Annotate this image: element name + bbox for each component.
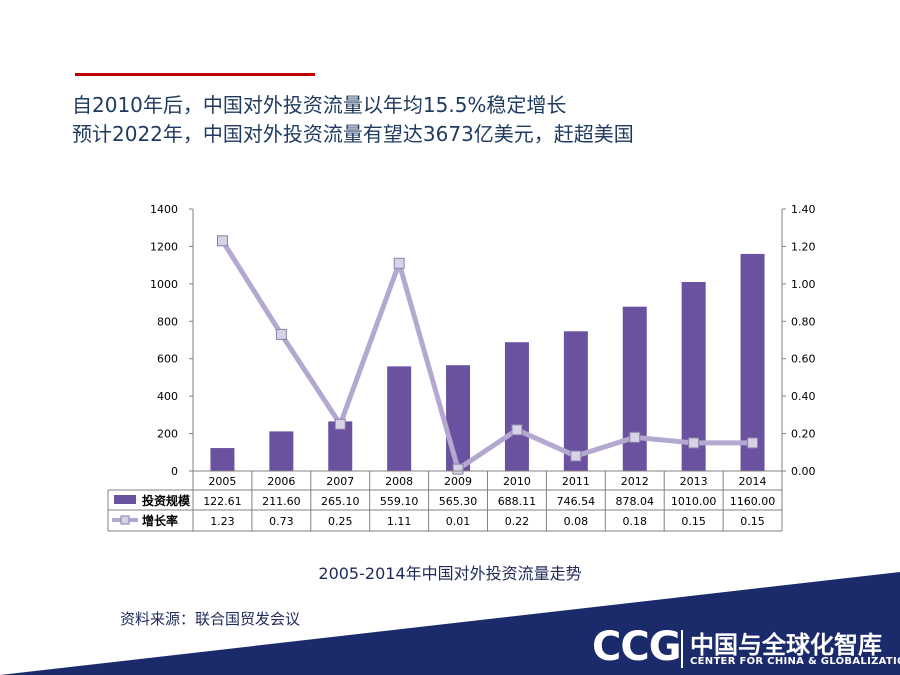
x-tick-label: 2006 <box>267 475 295 488</box>
growth-value-label: 1.23 <box>210 515 235 528</box>
x-tick-label: 2008 <box>385 475 413 488</box>
x-tick-label: 2011 <box>562 475 590 488</box>
x-tick-label: 2013 <box>680 475 708 488</box>
headline-line-2: 预计2022年，中国对外投资流量有望达3673亿美元，赶超美国 <box>72 122 634 146</box>
y-left-tick-label: 1000 <box>150 278 178 291</box>
growth-point-2005 <box>216 235 228 247</box>
bar-2011 <box>563 331 588 471</box>
legend-label-line: 增长率 <box>142 513 178 528</box>
growth-point-2008 <box>393 257 405 269</box>
bar-value-label: 1160.00 <box>730 495 776 508</box>
banner-shape <box>0 572 900 675</box>
y-right-tick-label: 0.40 <box>791 390 816 403</box>
ccg-logo-mark: CCG <box>592 624 682 670</box>
bar-value-label: 878.04 <box>616 495 655 508</box>
x-tick-label: 2007 <box>326 475 354 488</box>
growth-value-label: 0.73 <box>269 515 294 528</box>
y-left-tick-label: 200 <box>157 428 178 441</box>
logo-chinese-name: 中国与全球化智库 <box>690 631 882 659</box>
growth-value-label: 0.08 <box>564 515 589 528</box>
bar-value-label: 688.11 <box>498 495 537 508</box>
growth-point-2012 <box>629 431 641 443</box>
growth-point-2013 <box>688 437 700 449</box>
bar-value-label: 211.60 <box>262 495 301 508</box>
bar-2006 <box>269 431 294 471</box>
y-left-tick-label: 1200 <box>150 240 178 253</box>
source-note: 资料来源：联合国贸发会议 <box>120 610 301 628</box>
x-tick-label: 2012 <box>621 475 649 488</box>
bar-2014 <box>740 253 765 471</box>
growth-point-2009 <box>452 463 464 475</box>
legend-label-bar: 投资规模 <box>142 493 191 508</box>
bar-value-label: 746.54 <box>557 495 596 508</box>
y-right-tick-label: 1.40 <box>791 203 816 216</box>
growth-line <box>220 239 753 472</box>
growth-point-2010 <box>511 424 523 436</box>
y-right-tick-label: 0.20 <box>791 428 816 441</box>
growth-point-2007 <box>334 418 346 430</box>
bar-value-label: 122.61 <box>203 495 242 508</box>
growth-value-label: 0.01 <box>446 515 471 528</box>
growth-value-label: 1.11 <box>387 515 412 528</box>
growth-value-label: 0.22 <box>505 515 530 528</box>
y-left-tick-label: 400 <box>157 390 178 403</box>
growth-value-label: 0.15 <box>740 515 765 528</box>
y-right-tick-label: 0.80 <box>791 315 816 328</box>
x-tick-label: 2014 <box>739 475 767 488</box>
accent-line <box>75 73 315 76</box>
x-tick-label: 2010 <box>503 475 531 488</box>
y-left-tick-label: 800 <box>157 315 178 328</box>
growth-point-2006 <box>275 328 287 340</box>
y-right-tick-label: 0.00 <box>791 465 816 478</box>
bar-2012 <box>622 306 647 471</box>
logo-separator <box>681 630 683 668</box>
bar-2010 <box>504 342 529 471</box>
y-left-tick-label: 0 <box>171 465 178 478</box>
growth-value-label: 0.25 <box>328 515 353 528</box>
y-left-tick-label: 600 <box>157 353 178 366</box>
y-right-tick-label: 1.20 <box>791 240 816 253</box>
legend-key-bar <box>114 495 136 504</box>
y-right-tick-label: 1.00 <box>791 278 816 291</box>
x-tick-label: 2005 <box>208 475 236 488</box>
bar-value-label: 565.30 <box>439 495 478 508</box>
growth-value-label: 0.18 <box>623 515 648 528</box>
bar-2009 <box>446 365 471 471</box>
logo-english-name: CENTER FOR CHINA & GLOBALIZATION <box>690 656 900 667</box>
bar-2008 <box>387 366 412 471</box>
legend-key-marker <box>120 515 130 525</box>
y-left-tick-label: 1400 <box>150 203 178 216</box>
growth-value-label: 0.15 <box>681 515 706 528</box>
chart-caption: 2005-2014年中国对外投资流量走势 <box>318 564 582 583</box>
headline-line-1: 自2010年后，中国对外投资流量以年均15.5%稳定增长 <box>72 93 567 117</box>
bar-value-label: 1010.00 <box>671 495 717 508</box>
bar-value-label: 559.10 <box>380 495 419 508</box>
growth-point-2011 <box>570 450 582 462</box>
y-right-tick-label: 0.60 <box>791 353 816 366</box>
growth-point-2014 <box>747 437 759 449</box>
x-tick-label: 2009 <box>444 475 472 488</box>
bar-value-label: 265.10 <box>321 495 360 508</box>
bar-2005 <box>210 448 235 471</box>
